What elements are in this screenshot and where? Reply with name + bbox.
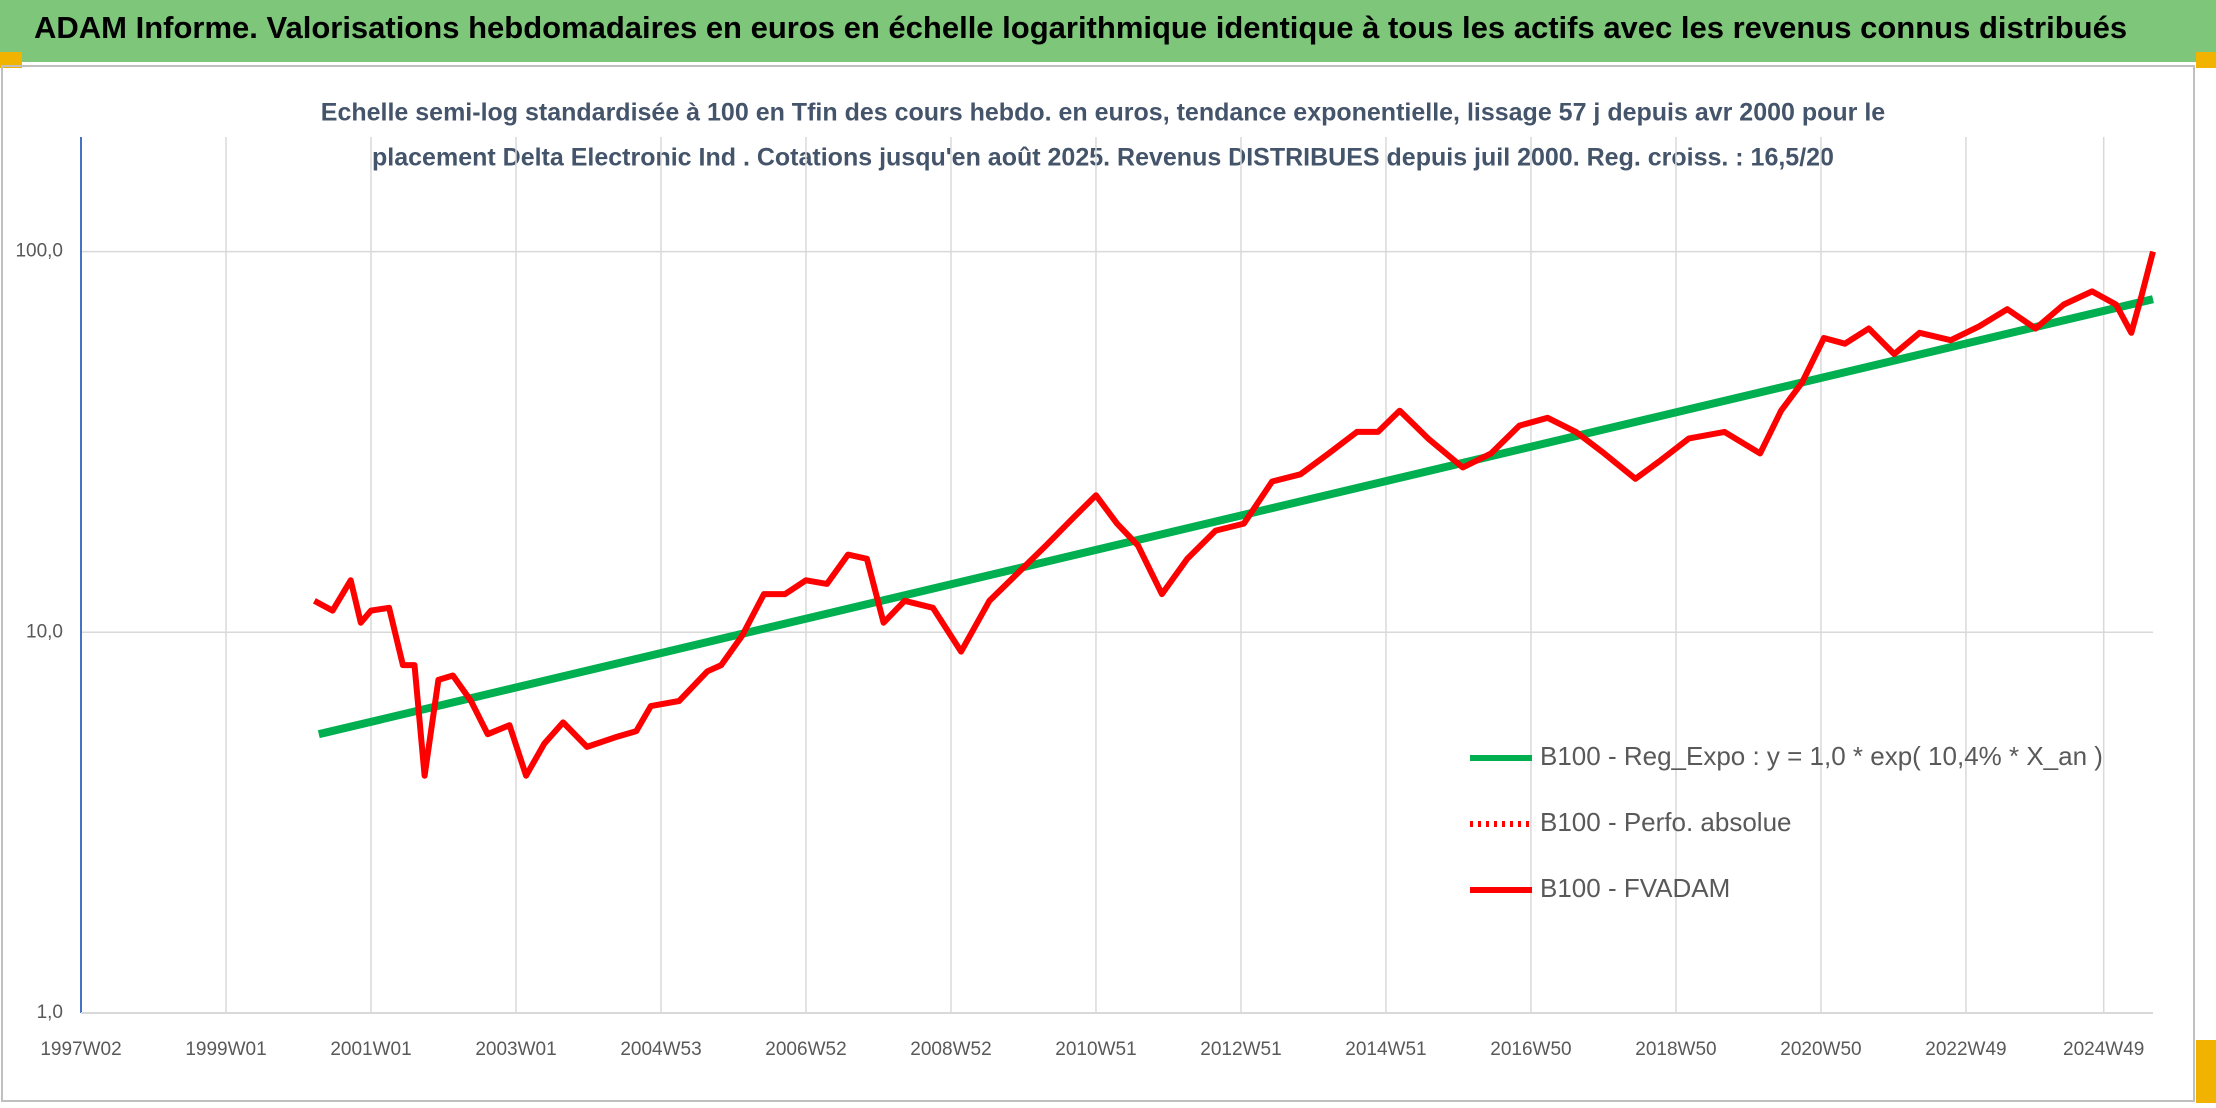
x-tick-label: 2022W49	[1925, 1039, 2006, 1060]
panel	[1, 65, 2195, 1102]
x-tick-label: 1999W01	[185, 1039, 266, 1060]
x-tick-label: 2006W52	[765, 1039, 846, 1060]
header-title: ADAM Informe. Valorisations hebdomadaire…	[34, 10, 2127, 45]
corner	[0, 52, 22, 68]
y-tick-label: 10,0	[26, 621, 63, 642]
y-tick-label: 1,0	[37, 1002, 63, 1023]
series-line	[317, 295, 2154, 739]
x-tick-label: 2004W53	[620, 1039, 701, 1060]
x-tick-label: 2014W51	[1345, 1039, 1426, 1060]
header-bar	[0, 0, 2216, 62]
x-tick-label: 2018W50	[1635, 1039, 1716, 1060]
x-tick-label: 2012W51	[1200, 1039, 1281, 1060]
x-tick-label: 2020W50	[1780, 1039, 1861, 1060]
x-tick-label: 2024W49	[2063, 1039, 2144, 1060]
legend-label: B100 - FVADAM	[1540, 873, 1730, 903]
y-tick-label: 100,0	[15, 241, 63, 262]
x-tick-label: 2001W01	[330, 1039, 411, 1060]
legend-label: B100 - Reg_Expo : y = 1,0 * exp( 10,4% *…	[1540, 741, 2103, 771]
x-tick-label: 2010W51	[1055, 1039, 1136, 1060]
x-tick-label: 2008W52	[910, 1039, 991, 1060]
x-tick-label: 2003W01	[475, 1039, 556, 1060]
series-line	[312, 250, 2156, 779]
corner	[2196, 52, 2216, 68]
x-tick-label: 2016W50	[1490, 1039, 1571, 1060]
x-tick-label: 1997W02	[40, 1039, 121, 1060]
legend-label: B100 - Perfo. absolue	[1540, 807, 1792, 837]
subtitle: placement Delta Electronic Ind . Cotatio…	[372, 144, 1834, 172]
corner	[2196, 1040, 2216, 1103]
subtitle: Echelle semi-log standardisée à 100 en T…	[321, 99, 1886, 127]
